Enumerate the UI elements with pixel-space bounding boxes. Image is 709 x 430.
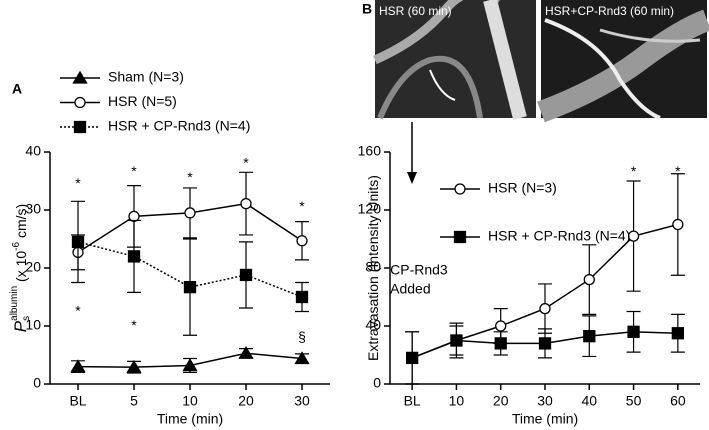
y-axis-label: Psalbumin (x 10-6 cm/s) [9, 204, 32, 332]
x-axis-label: Time (min) [157, 411, 223, 427]
marker [127, 250, 141, 263]
marker [627, 230, 640, 242]
micrograph-1: HSR (60 min) [373, 0, 536, 120]
marker [240, 197, 252, 210]
annotation: * [131, 317, 137, 333]
x-tick-label: 20 [238, 393, 254, 409]
annotation: * [131, 163, 137, 179]
marker [126, 359, 142, 373]
y-tick-label: 0 [373, 375, 381, 391]
x-tick-label: 10 [449, 393, 465, 409]
y-tick-label: 80 [365, 259, 381, 275]
legend-label: HSR (N=3) [488, 180, 557, 196]
marker [453, 230, 467, 244]
y-axis-label: Extravasation (Intensity Units) [365, 175, 381, 361]
y-label-exp: -6 [11, 241, 22, 250]
marker [183, 280, 197, 294]
annotation: * [675, 163, 681, 179]
x-tick-label: 5 [130, 393, 138, 409]
annotation: Added [390, 280, 430, 296]
marker [184, 207, 196, 219]
marker [539, 302, 551, 315]
y-tick-label: 40 [365, 317, 381, 333]
legend-label: Sham (N=3) [108, 69, 184, 85]
marker [450, 334, 463, 347]
y-tick-label: 20 [25, 259, 41, 275]
marker [238, 345, 254, 359]
marker [583, 329, 596, 343]
x-tick-label: 10 [182, 393, 198, 409]
y-tick-label: 120 [358, 201, 382, 217]
marker [671, 327, 685, 340]
legend-label: HSR + CP-Rnd3 (N=4) [108, 118, 250, 134]
y-tick-label: 30 [25, 201, 41, 217]
x-tick-label: 40 [581, 393, 597, 409]
marker [405, 351, 419, 365]
marker [672, 218, 684, 231]
marker [74, 96, 86, 109]
y-label-unit: cm/s) [13, 204, 29, 242]
y-tick-label: 0 [33, 375, 41, 391]
marker [627, 325, 640, 338]
marker [495, 320, 507, 332]
y-tick-label: 40 [25, 143, 41, 159]
annotation: * [187, 169, 193, 185]
marker [494, 337, 507, 350]
micrograph-2: HSR+CP-Rnd3 (60 min) [537, 0, 709, 123]
image-label: HSR (60 min) [379, 4, 452, 18]
marker [73, 120, 87, 134]
x-tick-label: 30 [294, 393, 310, 409]
y-label-text: Extravasation (Intensity Units) [365, 175, 381, 361]
annotation-arrow-head [407, 172, 417, 184]
image-label: HSR+CP-Rnd3 (60 min) [545, 4, 674, 18]
annotation: * [243, 155, 249, 171]
marker [182, 358, 198, 372]
legend-label: HSR + CP-Rnd3 (N=4) [488, 228, 630, 244]
marker [454, 183, 466, 195]
annotation: * [299, 198, 305, 214]
y-label-sup: albumin [9, 286, 20, 321]
y-tick-label: 160 [358, 143, 382, 159]
panel-label: B [362, 1, 372, 17]
marker [239, 268, 253, 282]
x-tick-label: 50 [626, 393, 642, 409]
marker [295, 290, 309, 304]
x-tick-label: BL [404, 393, 421, 409]
panel-label: A [12, 81, 22, 97]
annotation: * [631, 163, 637, 179]
marker [296, 235, 308, 247]
legend-label: HSR (N=5) [108, 93, 177, 109]
y-label-text: (x 10 [13, 251, 29, 286]
marker [294, 351, 310, 365]
marker [70, 359, 86, 373]
x-tick-label: 60 [670, 393, 686, 409]
x-tick-label: 20 [493, 393, 509, 409]
y-tick-label: 10 [25, 317, 41, 333]
y-label-sub: s [21, 316, 32, 321]
x-axis-label: Time (min) [512, 411, 578, 427]
annotation: CP-Rnd3 [390, 262, 448, 278]
marker [538, 337, 552, 350]
annotation: * [75, 302, 81, 318]
marker [72, 70, 88, 84]
x-tick-label: 30 [537, 393, 553, 409]
marker [71, 235, 85, 249]
marker [583, 273, 595, 286]
annotation: § [298, 329, 306, 345]
annotation: * [75, 175, 81, 191]
y-label-symbol: P [11, 320, 30, 332]
x-tick-label: BL [69, 393, 86, 409]
